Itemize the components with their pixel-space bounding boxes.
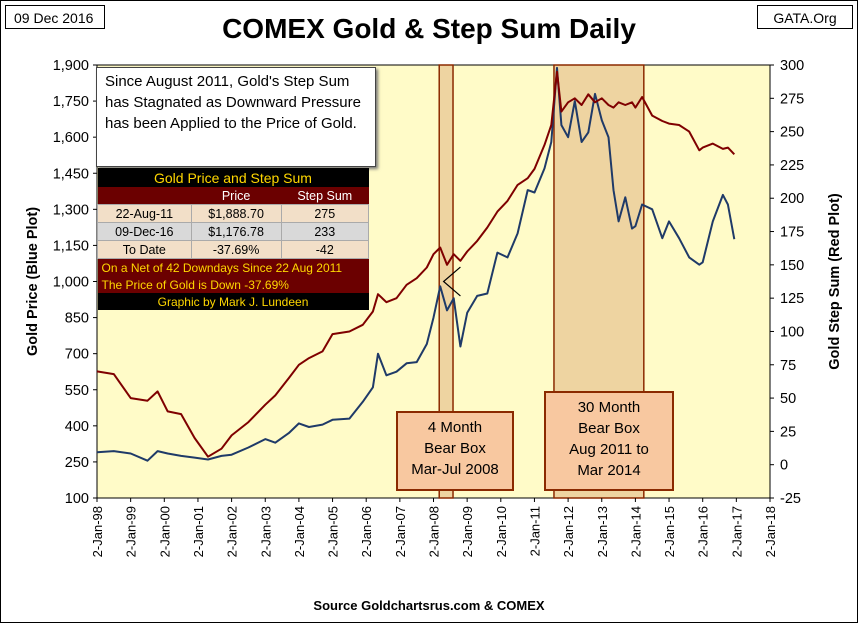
x-tick-label: 2-Jan-12: [561, 506, 576, 557]
bear-box-region: [438, 64, 454, 499]
chart-footer: Source Goldchartsrus.com & COMEX: [313, 598, 545, 613]
gold-price-line: [96, 66, 736, 462]
x-tick-label: 2-Jan-07: [393, 506, 408, 557]
table-credit: Graphic by Mark J. Lundeen: [97, 293, 369, 310]
x-tick-label: 2-Jan-06: [359, 506, 374, 557]
x-tick-label: 2-Jan-05: [326, 506, 341, 557]
table-title: Gold Price and Step Sum: [97, 168, 369, 187]
x-tick-label: 2-Jan-10: [494, 506, 509, 557]
y2-tick-label: 300: [780, 58, 804, 74]
stats-table: Gold Price and Step Sum Price Step Sum 2…: [97, 168, 370, 310]
table-title-row: Gold Price and Step Sum: [97, 168, 369, 187]
y2-tick-label: 75: [780, 358, 796, 374]
annotation-note: Since August 2011, Gold's Step Sum has S…: [96, 67, 376, 167]
y-tick-label: 850: [65, 311, 89, 327]
table-note-row: The Price of Gold is Down -37.69%: [97, 276, 369, 293]
x-tick-label: 2-Jan-17: [729, 506, 744, 557]
y2-tick-label: 250: [780, 125, 804, 141]
bear-box-label-2008: 4 Month Bear Box Mar-Jul 2008: [396, 411, 514, 491]
x-tick-label: 2-Jan-18: [763, 506, 778, 557]
x-tick-label: 2-Jan-02: [225, 506, 240, 557]
y2-tick-label: 125: [780, 291, 804, 307]
bear-box-line: Bear Box: [424, 440, 486, 457]
date-label: 09 Dec 2016: [5, 5, 105, 29]
table-row: 09-Dec-16 $1,176.78 233: [97, 222, 370, 241]
x-tick-label: 2-Jan-99: [124, 506, 139, 557]
y2-tick-label: 100: [780, 324, 804, 340]
y-tick-label: 1,450: [53, 166, 89, 182]
annotation-caret: [442, 266, 461, 297]
y-tick-label: 100: [65, 491, 89, 507]
x-tick-label: 2-Jan-16: [696, 506, 711, 557]
y-tick-label: 1,900: [53, 58, 89, 74]
y-tick-label: 1,750: [53, 94, 89, 110]
y-tick-label: 1,300: [53, 202, 89, 218]
x-tick-label: 2-Jan-01: [191, 506, 206, 557]
y2-tick-label: 225: [780, 158, 804, 174]
x-tick-label: 2-Jan-03: [258, 506, 273, 557]
table-cell: To Date: [97, 240, 192, 259]
x-tick-label: 2-Jan-09: [460, 506, 475, 557]
y-axis-label: Gold Price (Blue Plot): [25, 207, 41, 356]
y2-tick-label: 275: [780, 91, 804, 107]
y2-tick-label: 25: [780, 424, 796, 440]
x-tick-label: 2-Jan-08: [427, 506, 442, 557]
x-tick-label: 2-Jan-14: [628, 506, 643, 557]
table-header-cell: [97, 187, 192, 205]
table-row: 22-Aug-11 $1,888.70 275: [97, 204, 370, 223]
table-cell: $1,888.70: [190, 204, 282, 223]
y2-tick-label: 50: [780, 391, 796, 407]
table-note-1: On a Net of 42 Downdays Since 22 Aug 201…: [97, 258, 369, 276]
bear-box-line: Bear Box: [578, 420, 640, 437]
chart-title: COMEX Gold & Step Sum Daily: [222, 13, 636, 44]
x-tick-label: 2-Jan-00: [157, 506, 172, 557]
bear-box-line: Mar-Jul 2008: [411, 461, 499, 478]
y2-tick-label: 0: [780, 458, 788, 474]
x-tick-label: 2-Jan-04: [292, 506, 307, 557]
table-note-2: The Price of Gold is Down -37.69%: [97, 276, 369, 293]
x-tick-label: 2-Jan-11: [527, 506, 542, 556]
y-tick-label: 1,600: [53, 130, 89, 146]
bear-box-line: 30 Month: [577, 399, 641, 416]
table-cell: -42: [280, 240, 370, 259]
source-label: GATA.Org: [757, 5, 853, 29]
y2-tick-label: 150: [780, 258, 804, 274]
table-cell: $1,176.78: [190, 222, 282, 241]
x-tick-label: 2-Jan-15: [662, 506, 677, 557]
y-tick-label: 1,150: [53, 238, 89, 254]
bear-box-line: 4 Month: [427, 419, 483, 436]
y-tick-label: 550: [65, 383, 89, 399]
step-sum-line: [96, 70, 736, 458]
table-cell: -37.69%: [190, 240, 282, 259]
table-cell: 22-Aug-11: [97, 204, 192, 223]
y-tick-label: 1,000: [53, 275, 89, 291]
y-tick-label: 400: [65, 419, 89, 435]
y-tick-label: 700: [65, 347, 89, 363]
bear-box-label-2011: 30 Month Bear Box Aug 2011 to Mar 2014: [544, 391, 674, 491]
y2-tick-label: 175: [780, 225, 804, 241]
table-header-cell: Price: [191, 187, 282, 205]
x-tick-label: 2-Jan-98: [90, 506, 105, 557]
y2-tick-label: -25: [780, 491, 801, 507]
table-cell: 275: [280, 204, 370, 223]
table-cell: 233: [280, 222, 370, 241]
y2-tick-label: 200: [780, 191, 804, 207]
table-header-row: Price Step Sum: [97, 187, 369, 205]
y-tick-label: 250: [65, 455, 89, 471]
table-cell: 09-Dec-16: [97, 222, 192, 241]
bear-box-line: Aug 2011 to: [569, 441, 649, 458]
table-note-row: On a Net of 42 Downdays Since 22 Aug 201…: [97, 258, 369, 276]
bear-box-line: Mar 2014: [577, 462, 641, 479]
y2-axis-label: Gold Step Sum (Red Plot): [827, 193, 843, 370]
table-row: To Date -37.69% -42: [97, 240, 370, 259]
x-tick-label: 2-Jan-13: [595, 506, 610, 557]
table-credit-row: Graphic by Mark J. Lundeen: [97, 293, 369, 310]
table-header-cell: Step Sum: [281, 187, 369, 205]
